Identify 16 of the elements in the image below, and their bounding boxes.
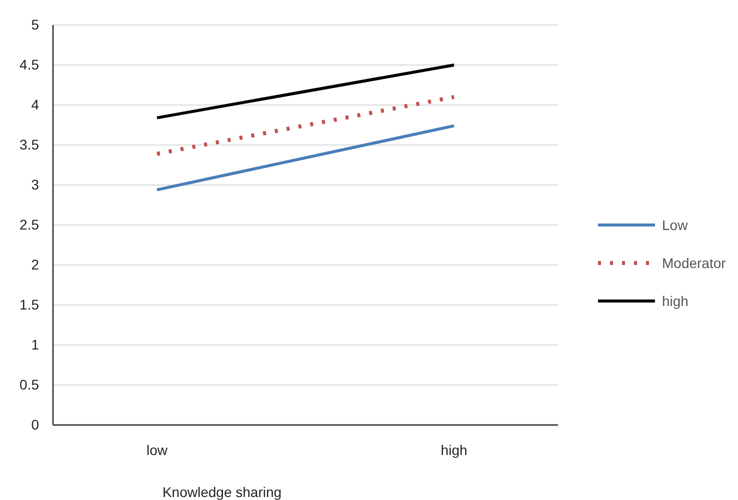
y-tick-label: 5	[31, 16, 40, 32]
y-tick-label: 2.5	[20, 216, 40, 232]
y-tick-label: 3.5	[20, 136, 40, 152]
x-axis-title: Knowledge sharing	[162, 484, 282, 500]
y-tick-label: 4.5	[20, 56, 40, 72]
y-tick-label: 1	[31, 336, 40, 352]
y-tick-label: 0	[31, 416, 40, 432]
y-tick-label: 4	[31, 96, 40, 112]
y-tick-label: 0.5	[20, 376, 40, 392]
legend-label: Moderator	[662, 255, 726, 271]
legend-label: high	[662, 293, 688, 309]
x-tick-label: low	[146, 442, 168, 458]
y-tick-label: 2	[31, 256, 40, 272]
y-tick-label: 1.5	[20, 296, 40, 312]
legend-label: Low	[662, 217, 689, 233]
y-tick-label: 3	[31, 176, 40, 192]
